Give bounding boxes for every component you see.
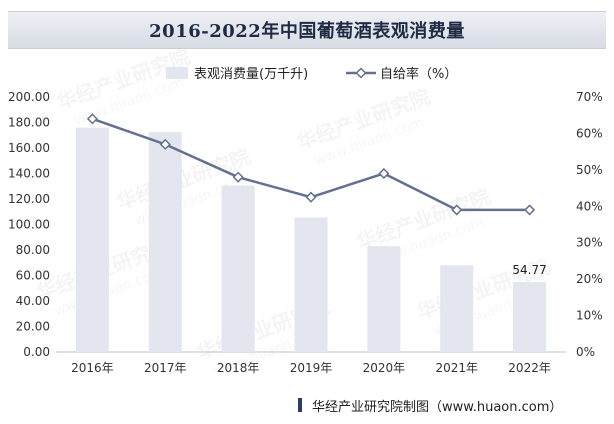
- footer: 华经产业研究院制图（www.huaon.com）: [298, 394, 562, 416]
- legend-bar-label: 表观消费量(万千升): [194, 67, 308, 82]
- line-point: [305, 191, 317, 203]
- line-layer: [86, 113, 536, 216]
- bar: [75, 127, 109, 352]
- y-right-tick-label: 20%: [576, 272, 603, 286]
- y-right-tick-label: 60%: [576, 126, 603, 140]
- line-point: [524, 204, 536, 216]
- y-right-tick-label: 40%: [576, 199, 603, 213]
- y-left-tick-label: 180.00: [8, 116, 50, 130]
- chart-title: 2016-2022年中国葡萄酒表观消费量: [149, 21, 465, 42]
- bar: [294, 217, 328, 352]
- y-left-tick-label: 160.00: [8, 141, 50, 155]
- x-tick-label: 2019年: [290, 361, 333, 375]
- line-point: [159, 138, 171, 150]
- bar: [440, 265, 474, 352]
- y-left-tick-label: 60.00: [16, 269, 50, 283]
- y-right-tick-label: 10%: [576, 309, 603, 323]
- line-point: [232, 171, 244, 183]
- x-tick-label: 2016年: [71, 361, 114, 375]
- footer-text: 华经产业研究院制图（www.huaon.com）: [312, 399, 563, 415]
- legend-line-marker: [355, 67, 367, 79]
- bar: [513, 282, 547, 352]
- bar: [148, 132, 182, 352]
- y-left-tick-label: 20.00: [16, 320, 50, 334]
- data-label: 54.77: [512, 263, 546, 277]
- x-tick-label: 2021年: [435, 361, 478, 375]
- bar: [221, 185, 255, 352]
- title-bar: 2016-2022年中国葡萄酒表观消费量: [8, 11, 606, 49]
- line-point: [86, 113, 98, 125]
- y-right-tick-label: 50%: [576, 163, 603, 177]
- footer-bar-icon: [298, 398, 302, 412]
- y-left-tick-label: 40.00: [16, 294, 50, 308]
- y-left-tick-label: 0.00: [23, 345, 50, 359]
- x-tick-label: 2017年: [144, 361, 187, 375]
- y-right-tick-label: 0%: [576, 345, 595, 359]
- x-tick-label: 2018年: [217, 361, 260, 375]
- line-point: [451, 204, 463, 216]
- y-left-tick-label: 80.00: [16, 243, 50, 257]
- legend-line-label: 自给率（%）: [380, 66, 457, 82]
- bars-layer: 54.77: [75, 127, 547, 352]
- legend-bar-swatch: [166, 67, 188, 79]
- x-tick-label: 2020年: [363, 361, 406, 375]
- y-right-tick-label: 70%: [576, 90, 603, 104]
- axes-layer: 0.00 20.00 40.00 60.00 80.00 100.00 120.00 140.…: [8, 90, 603, 375]
- x-tick-label: 2022年: [508, 361, 551, 375]
- y-left-tick-label: 120.00: [8, 192, 50, 206]
- y-left-tick-label: 100.00: [8, 218, 50, 232]
- y-right-tick-label: 30%: [576, 236, 603, 250]
- y-left-tick-label: 200.00: [8, 90, 50, 104]
- line-point: [378, 167, 390, 180]
- y-left-tick-label: 140.00: [8, 167, 50, 181]
- legend: 表观消费量(万千升) 自给率（%）: [166, 66, 457, 82]
- bar: [367, 246, 401, 352]
